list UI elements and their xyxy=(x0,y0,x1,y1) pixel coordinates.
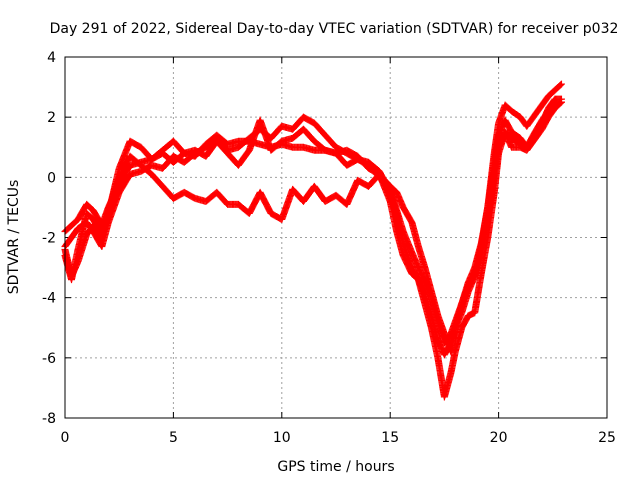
y-tick-label: 2 xyxy=(47,110,56,126)
axis-ticks: 0 5 10 15 20 25 -8 -6 -4 -2 0 2 4 xyxy=(42,50,616,446)
x-tick-label: 20 xyxy=(490,430,508,446)
series-track-d xyxy=(61,95,565,401)
y-tick-label: 4 xyxy=(47,50,56,66)
x-tick-label: 0 xyxy=(61,430,70,446)
y-tick-label: -4 xyxy=(42,291,56,307)
y-tick-label: -6 xyxy=(42,351,56,367)
data-points xyxy=(61,80,565,401)
x-tick-label: 10 xyxy=(273,430,291,446)
data-point-marker xyxy=(557,80,565,88)
x-tick-label: 25 xyxy=(598,430,616,446)
y-tick-label: -8 xyxy=(42,411,56,427)
y-tick-label: 0 xyxy=(47,170,56,186)
data-point-marker xyxy=(557,95,565,103)
plot-frame xyxy=(64,56,608,419)
y-tick-label: -2 xyxy=(42,231,56,247)
chart-title: Day 291 of 2022, Sidereal Day-to-day VTE… xyxy=(50,21,619,37)
x-axis-label: GPS time / hours xyxy=(277,459,394,475)
data-point-marker xyxy=(557,81,565,89)
y-axis-label: SDTVAR / TECUs xyxy=(6,180,22,295)
x-tick-label: 5 xyxy=(169,430,178,446)
x-tick-label: 15 xyxy=(381,430,399,446)
